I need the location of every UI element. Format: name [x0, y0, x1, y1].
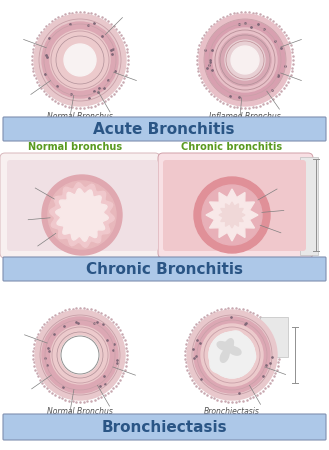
Text: Inflamed Bronchus: Inflamed Bronchus [209, 112, 281, 121]
Bar [260, 317, 288, 357]
Circle shape [213, 28, 277, 92]
FancyBboxPatch shape [163, 160, 306, 251]
Circle shape [209, 332, 255, 378]
Polygon shape [217, 339, 241, 362]
Text: Normal Bronchus: Normal Bronchus [47, 112, 113, 121]
Circle shape [51, 326, 109, 384]
Circle shape [199, 14, 291, 106]
Circle shape [42, 22, 118, 98]
Text: Acute Bronchitis: Acute Bronchitis [93, 122, 235, 136]
Bar [300, 157, 318, 255]
Circle shape [61, 336, 99, 374]
Polygon shape [206, 189, 258, 241]
FancyBboxPatch shape [7, 160, 158, 251]
Text: Chronic bronchitis: Chronic bronchitis [181, 142, 283, 152]
FancyBboxPatch shape [3, 257, 326, 281]
Circle shape [231, 46, 259, 74]
Polygon shape [56, 189, 108, 241]
Circle shape [209, 332, 255, 378]
Polygon shape [219, 202, 245, 228]
Circle shape [63, 338, 97, 372]
Circle shape [231, 46, 259, 74]
Circle shape [50, 30, 110, 90]
Text: Chronic Bronchitis: Chronic Bronchitis [86, 261, 242, 276]
Circle shape [187, 310, 277, 400]
Circle shape [225, 40, 265, 80]
Circle shape [201, 324, 263, 386]
Circle shape [219, 34, 271, 86]
FancyBboxPatch shape [3, 414, 326, 440]
FancyBboxPatch shape [3, 117, 326, 141]
Circle shape [42, 317, 118, 393]
Circle shape [48, 181, 116, 249]
Circle shape [194, 317, 270, 393]
Polygon shape [210, 331, 256, 377]
Circle shape [202, 185, 262, 245]
Circle shape [42, 175, 122, 255]
FancyBboxPatch shape [158, 153, 313, 258]
Circle shape [34, 14, 126, 106]
FancyBboxPatch shape [0, 153, 160, 258]
Text: Normal bronchus: Normal bronchus [28, 142, 122, 152]
Text: Bronchiectasis: Bronchiectasis [204, 407, 260, 416]
Circle shape [205, 20, 285, 100]
Circle shape [64, 44, 96, 76]
Circle shape [35, 310, 125, 400]
Text: Bronchiectasis: Bronchiectasis [101, 419, 227, 435]
Polygon shape [50, 183, 114, 247]
Text: Normal Bronchus: Normal Bronchus [47, 407, 113, 416]
Circle shape [194, 177, 270, 253]
